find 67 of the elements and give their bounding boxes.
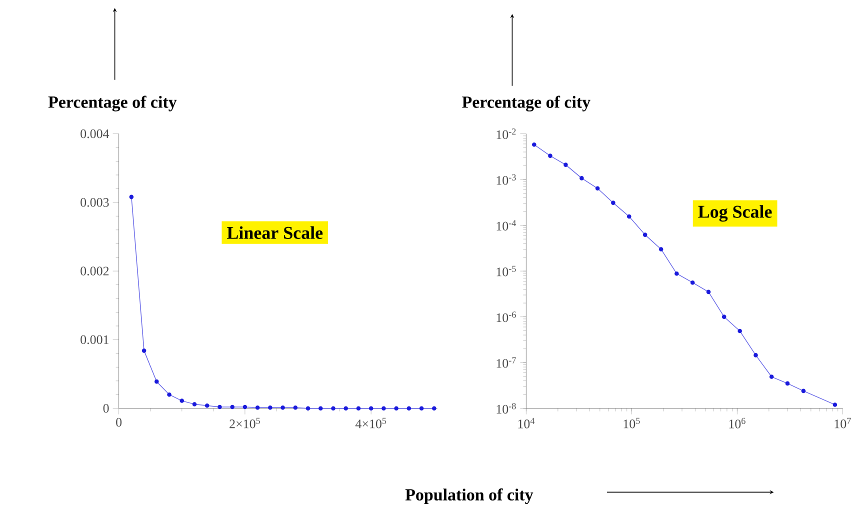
x-tick-label: 0 (116, 418, 122, 427)
point (548, 154, 552, 158)
point (344, 406, 348, 410)
point (368, 406, 374, 410)
point (356, 406, 361, 410)
point (382, 406, 386, 410)
point (580, 176, 584, 180)
point (406, 406, 412, 410)
x-tick-label: 10$^{5}$ (624, 418, 640, 428)
x-tick-label: 10$^{4}$ (518, 418, 535, 428)
point (230, 404, 234, 410)
y-tick-label: 0 (103, 404, 109, 413)
y-tick-label: 0.003 (80, 198, 109, 207)
point (785, 381, 790, 386)
y-tick-label: 10$^{-3}$ (496, 174, 516, 185)
y-tick-label: 0.004 (80, 129, 110, 138)
point (154, 379, 159, 384)
y-tick-label: 0.002 (80, 266, 109, 276)
point (722, 314, 726, 319)
y-tick-label: 10$^{-4}$ (496, 220, 516, 230)
point (432, 406, 436, 410)
x-tick-label: 4×10$^{5}$ (355, 418, 386, 428)
point (690, 280, 695, 285)
point (754, 352, 758, 358)
point (595, 186, 600, 190)
point (769, 374, 774, 379)
y-tick-label: 10$^{-7}$ (496, 357, 516, 368)
point (318, 406, 323, 410)
point (142, 348, 146, 353)
y-axis-title: Percentage of city (48, 96, 177, 112)
y-tick-label: 10$^{-6}$ (496, 312, 516, 322)
y-tick-label: 10$^{-8}$ (496, 403, 516, 414)
point (242, 404, 248, 410)
point (658, 247, 664, 252)
point (255, 405, 260, 410)
point (642, 232, 648, 237)
point (394, 406, 398, 410)
point (801, 388, 806, 394)
point (611, 200, 616, 205)
y-tick-label: 0.001 (80, 335, 109, 344)
point (293, 405, 298, 410)
point (306, 406, 310, 410)
annotation: Log Scale (698, 205, 772, 222)
point (180, 398, 184, 403)
point (331, 406, 336, 410)
point (280, 405, 285, 410)
point (419, 406, 424, 410)
y-tick-label: 10$^{-5}$ (496, 266, 516, 276)
y-axis-title: Percentage of city (462, 96, 590, 112)
point (218, 404, 222, 410)
x-tick-label: 10$^{7}$ (834, 418, 851, 428)
annotation: Linear Scale (227, 226, 323, 239)
x-axis-title: Population of city (405, 488, 534, 504)
point (674, 271, 679, 276)
point (268, 405, 272, 410)
x-tick-label: 10$^{6}$ (729, 418, 746, 428)
point (706, 290, 711, 294)
x-tick-label: 2×10$^{5}$ (230, 418, 260, 428)
point (192, 402, 197, 406)
y-tick-label: 10$^{-2}$ (496, 128, 516, 139)
point (532, 142, 536, 147)
point (564, 162, 568, 167)
point (204, 403, 210, 408)
point (167, 392, 172, 397)
point (626, 214, 632, 219)
point (738, 328, 742, 334)
point (129, 194, 134, 199)
